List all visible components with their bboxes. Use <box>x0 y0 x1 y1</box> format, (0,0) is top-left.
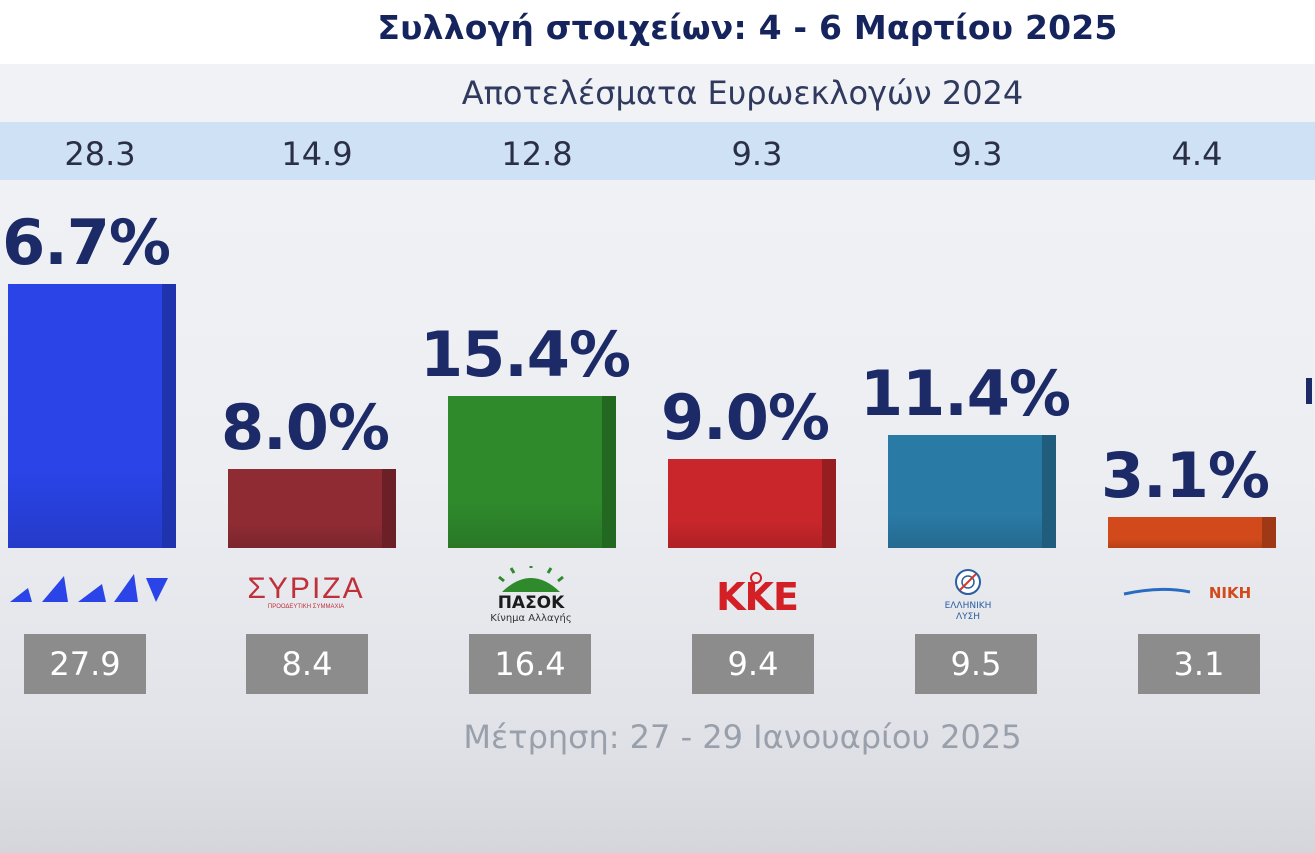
cropped-label-fragment <box>1306 378 1312 404</box>
svg-text:ΕΛΛΗΝΙΚΗ: ΕΛΛΗΝΙΚΗ <box>945 601 992 611</box>
jan-value-nd: 27.9 <box>24 634 146 694</box>
bar-side-kke <box>822 459 836 548</box>
percent-label-niki: 3.1% <box>1101 439 1270 512</box>
svg-text:ΠΡΟΟΔΕΥΤΙΚΗ ΣΥΜΜΑΧΙΑ: ΠΡΟΟΔΕΥΤΙΚΗ ΣΥΜΜΑΧΙΑ <box>268 604 344 610</box>
svg-text:ΚΚΕ: ΚΚΕ <box>716 575 798 616</box>
top-band <box>0 0 1315 64</box>
bar-nd <box>8 284 176 548</box>
percent-label-ellisi: 11.4% <box>859 357 1071 430</box>
measurement-note: Μέτρηση: 27 - 29 Ιανουαρίου 2025 <box>463 718 1022 756</box>
bar-ellisi <box>888 435 1056 548</box>
svg-text:ΠΑΣΟΚ: ΠΑΣΟΚ <box>498 593 565 613</box>
bar-side-niki <box>1262 517 1276 548</box>
euro-value-syriza: 14.9 <box>281 135 353 173</box>
percent-label-kke: 9.0% <box>661 381 830 454</box>
svg-text:Κίνημα Αλλαγής: Κίνημα Αλλαγής <box>490 612 571 624</box>
niki-logo: ΝΙΚΗ <box>1123 584 1251 602</box>
chart-headline: Συλλογή στοιχείων: 4 - 6 Μαρτίου 2025 <box>377 8 1118 47</box>
jan-value-kke: 9.4 <box>692 634 814 694</box>
svg-text:ΣΥΡΙΖΑ: ΣΥΡΙΖΑ <box>247 572 364 605</box>
euro-results-title: Αποτελέσματα Ευρωεκλογών 2024 <box>461 74 1024 112</box>
bar-side-ellisi <box>1042 435 1056 548</box>
euro-value-nd: 28.3 <box>64 135 136 173</box>
jan-value-syriza: 8.4 <box>246 634 368 694</box>
euro-results-strip <box>0 122 1315 180</box>
svg-text:ΛΥΣΗ: ΛΥΣΗ <box>956 612 980 622</box>
bar-syriza <box>228 469 396 548</box>
jan-value-pasok: 16.4 <box>469 634 591 694</box>
ellisi-logo: ΕΛΛΗΝΙΚΗ ΛΥΣΗ <box>945 569 992 622</box>
svg-text:ΝΙΚΗ: ΝΙΚΗ <box>1209 584 1251 602</box>
pasok-logo: ΠΑΣΟΚ Κίνημα Αλλαγής <box>490 566 572 624</box>
bar-niki <box>1108 517 1276 548</box>
jan-value-niki: 3.1 <box>1138 634 1260 694</box>
euro-value-pasok: 12.8 <box>501 135 573 173</box>
euro-value-niki: 4.4 <box>1171 135 1223 173</box>
syriza-logo: ΣΥΡΙΖΑ ΠΡΟΟΔΕΥΤΙΚΗ ΣΥΜΜΑΧΙΑ <box>247 572 364 610</box>
jan-value-ellisi: 9.5 <box>915 634 1037 694</box>
bar-side-nd <box>162 284 176 548</box>
bar-kke <box>668 459 836 548</box>
percent-label-pasok: 15.4% <box>419 318 631 391</box>
percent-label-syriza: 8.0% <box>221 391 390 464</box>
percent-label-nd: 26.7% <box>0 206 171 279</box>
euro-value-kke: 9.3 <box>731 135 783 173</box>
bar-side-pasok <box>602 396 616 548</box>
kke-logo: ΚΚΕ <box>716 572 799 616</box>
euro-value-ellisi: 9.3 <box>951 135 1003 173</box>
nd-logo: ΝΔ <box>10 574 168 602</box>
bar-side-syriza <box>382 469 396 548</box>
bar-pasok <box>448 396 616 548</box>
